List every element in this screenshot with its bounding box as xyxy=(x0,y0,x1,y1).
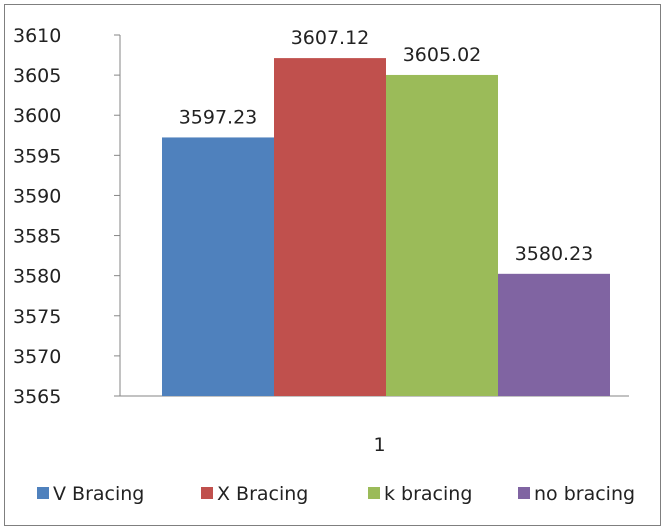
bar-chart: 3565 3570 3575 3580 3585 3590 3595 3600 3605 3610… xyxy=(13,25,635,505)
bar xyxy=(498,273,610,396)
legend-label: no bracing xyxy=(534,483,635,505)
y-axis-ticks: 3565 3570 3575 3580 3585 3590 3595 3600 3605 3610 xyxy=(13,25,120,408)
y-tick-label: 3595 xyxy=(13,145,61,167)
chart-frame: 3565 3570 3575 3580 3585 3590 3595 3600 3605 3610… xyxy=(4,4,661,526)
legend-swatch xyxy=(37,487,49,499)
bar xyxy=(386,74,498,396)
data-label: 3607.12 xyxy=(291,27,370,49)
legend-label: X Bracing xyxy=(217,483,308,505)
legend-label: k bracing xyxy=(384,483,472,505)
y-tick-label: 3580 xyxy=(13,266,61,288)
legend: V Bracing X Bracing k bracing no bracing xyxy=(37,483,635,505)
legend-swatch xyxy=(368,487,380,499)
y-tick-label: 3575 xyxy=(13,306,61,328)
data-label: 3597.23 xyxy=(179,106,258,128)
legend-swatch xyxy=(518,487,530,499)
bar xyxy=(162,137,274,396)
legend-label: V Bracing xyxy=(53,483,144,505)
bar xyxy=(274,58,386,396)
y-tick-label: 3600 xyxy=(13,105,61,127)
data-label: 3605.02 xyxy=(403,44,482,66)
y-tick-label: 3585 xyxy=(13,226,61,248)
x-category-label: 1 xyxy=(373,434,385,456)
data-label: 3580.23 xyxy=(515,243,594,265)
y-tick-label: 3570 xyxy=(13,346,61,368)
data-labels: 3597.23 3607.12 3605.02 3580.23 xyxy=(179,27,594,265)
legend-swatch xyxy=(201,487,213,499)
y-tick-label: 3605 xyxy=(13,65,61,87)
y-tick-label: 3610 xyxy=(13,25,61,47)
y-tick-label: 3565 xyxy=(13,386,61,408)
bars xyxy=(162,58,610,396)
y-tick-label: 3590 xyxy=(13,185,61,207)
